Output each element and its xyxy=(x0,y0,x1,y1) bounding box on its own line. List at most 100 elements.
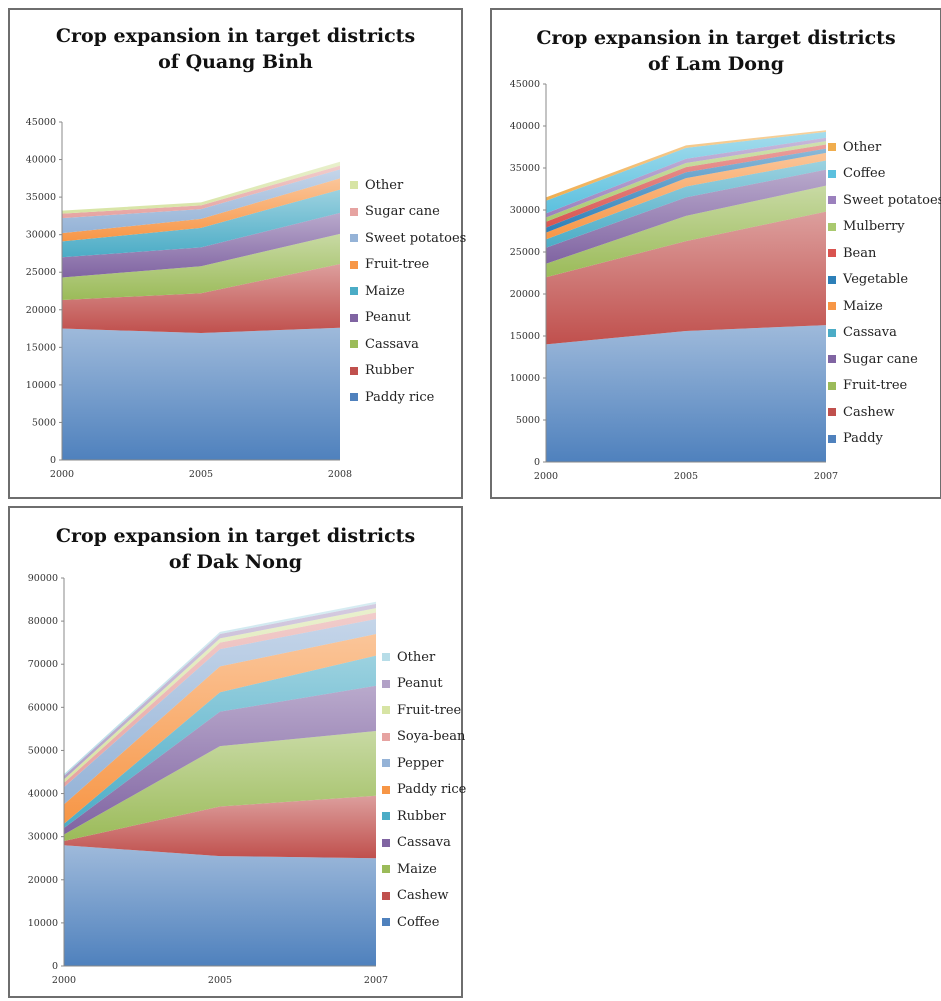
legend-label: Bean xyxy=(843,245,877,261)
legend-swatch xyxy=(382,865,390,874)
legend-item-peanut: Peanut xyxy=(382,671,466,698)
chart-title-line1: Crop expansion in target districts xyxy=(55,25,416,47)
x-tick-label: 2008 xyxy=(328,469,352,480)
legend-label: Paddy rice xyxy=(365,389,435,405)
legend-item-coffee: Coffee xyxy=(828,161,941,188)
area-sugar-cane xyxy=(546,169,826,264)
area-other xyxy=(62,161,340,214)
chart-legend-lam-dong: Other Coffee Sweet potatoes Mulberry Bean Veg… xyxy=(828,134,941,452)
area-sweet-potatoes xyxy=(62,169,340,234)
legend-swatch xyxy=(382,653,390,662)
legend-swatch xyxy=(828,143,836,152)
y-tick-label: 25000 xyxy=(26,267,56,278)
legend-item-soya-bean: Soya-bean xyxy=(382,724,466,751)
area-fruit-tree xyxy=(62,178,340,242)
area-coffee xyxy=(64,845,376,966)
area-fruit-tree xyxy=(546,185,826,278)
legend-swatch xyxy=(350,207,358,216)
legend-swatch xyxy=(382,706,390,715)
y-tick-label: 15000 xyxy=(510,331,540,342)
y-tick-label: 70000 xyxy=(28,659,58,670)
legend-item-paddy-rice: Paddy rice xyxy=(382,777,466,804)
legend-label: Sugar cane xyxy=(843,351,918,367)
x-tick-label: 2005 xyxy=(189,469,213,480)
area-coffee xyxy=(546,131,826,214)
legend-label: Cashew xyxy=(843,404,895,420)
legend-label: Coffee xyxy=(397,914,440,930)
chart-plot-lam-dong: 0 5000 10000 15000 20000 25000 30000 35000 40000… xyxy=(510,79,838,482)
legend-swatch xyxy=(828,169,836,178)
chart-title-line1: Crop expansion in target districts xyxy=(55,525,416,547)
chart-panel-dak-nong: Crop expansion in target districts of Da… xyxy=(8,506,466,998)
legend-item-cashew: Cashew xyxy=(382,883,466,910)
area-paddy-rice xyxy=(62,327,340,460)
y-tick-label: 35000 xyxy=(510,163,540,174)
chart-title-line1: Crop expansion in target districts xyxy=(536,27,896,49)
legend-item-vegetable: Vegetable xyxy=(828,267,941,294)
y-tick-label: 30000 xyxy=(510,205,540,216)
area-cassava xyxy=(546,160,826,248)
y-tick-label: 40000 xyxy=(510,121,540,132)
chart-title-line2: of Dak Nong xyxy=(168,551,303,573)
legend-item-maize: Maize xyxy=(828,293,941,320)
area-pepper xyxy=(64,618,376,805)
legend-swatch xyxy=(828,302,836,311)
y-tick-label: 20000 xyxy=(510,289,540,300)
legend-item-other: Other xyxy=(382,644,466,671)
x-tick-label: 2000 xyxy=(50,469,74,480)
legend-item-cashew: Cashew xyxy=(828,399,941,426)
legend-item-fruit-tree: Fruit-tree xyxy=(828,373,941,400)
legend-item-fruit-tree: Fruit-tree xyxy=(382,697,466,724)
legend-swatch xyxy=(382,679,390,688)
y-tick-label: 45000 xyxy=(26,117,56,128)
legend-item-sugar-cane: Sugar cane xyxy=(350,199,466,226)
legend-label: Coffee xyxy=(843,166,886,182)
y-tick-label: 10000 xyxy=(510,373,540,384)
legend-item-maize: Maize xyxy=(350,278,466,305)
legend-item-rubber: Rubber xyxy=(350,358,466,385)
y-tick-label: 20000 xyxy=(28,875,58,886)
legend-item-other: Other xyxy=(350,172,466,199)
legend-label: Rubber xyxy=(397,808,446,824)
area-sugar-cane xyxy=(62,165,340,219)
legend-item-cassava: Cassava xyxy=(828,320,941,347)
legend-label: Maize xyxy=(843,298,883,314)
y-tick-label: 0 xyxy=(52,961,58,972)
legend-label: Other xyxy=(843,139,882,155)
area-bean xyxy=(546,144,826,228)
area-cassava xyxy=(62,233,340,301)
legend-item-pepper: Pepper xyxy=(382,750,466,777)
chart-title-line2: of Quang Binh xyxy=(158,51,313,73)
legend-item-maize: Maize xyxy=(382,856,466,883)
legend-swatch xyxy=(350,287,358,296)
legend-item-rubber: Rubber xyxy=(382,803,466,830)
legend-swatch xyxy=(350,313,358,322)
y-tick-label: 0 xyxy=(534,457,540,468)
legend-swatch xyxy=(382,812,390,821)
y-tick-label: 30000 xyxy=(26,230,56,241)
area-rubber xyxy=(62,263,340,334)
legend-swatch xyxy=(828,355,836,364)
chart-plot-quang-binh: 0 5000 10000 15000 20000 25000 30000 35000 40000… xyxy=(26,117,352,480)
y-tick-label: 5000 xyxy=(32,417,56,428)
legend-item-sugar-cane: Sugar cane xyxy=(828,346,941,373)
y-tick-label: 60000 xyxy=(28,702,58,713)
legend-swatch xyxy=(382,918,390,927)
chart-panel-quang-binh: Crop expansion in target districts of Qu… xyxy=(8,8,467,499)
legend-swatch xyxy=(828,328,836,337)
y-tick-label: 35000 xyxy=(26,192,56,203)
area-rubber xyxy=(64,655,376,829)
legend-swatch xyxy=(350,181,358,190)
legend-item-peanut: Peanut xyxy=(350,305,466,332)
legend-label: Rubber xyxy=(365,363,414,379)
legend-label: Sweet potatoes xyxy=(365,230,467,246)
legend-swatch xyxy=(382,759,390,768)
legend-item-fruit-tree: Fruit-tree xyxy=(350,252,466,279)
y-tick-label: 90000 xyxy=(28,573,58,584)
y-tick-label: 15000 xyxy=(26,342,56,353)
y-tick-label: 20000 xyxy=(26,305,56,316)
legend-label: Paddy rice xyxy=(397,782,467,798)
area-soya-bean xyxy=(64,612,376,788)
y-tick-label: 45000 xyxy=(510,79,540,90)
legend-label: Sweet potatoes xyxy=(843,192,941,208)
